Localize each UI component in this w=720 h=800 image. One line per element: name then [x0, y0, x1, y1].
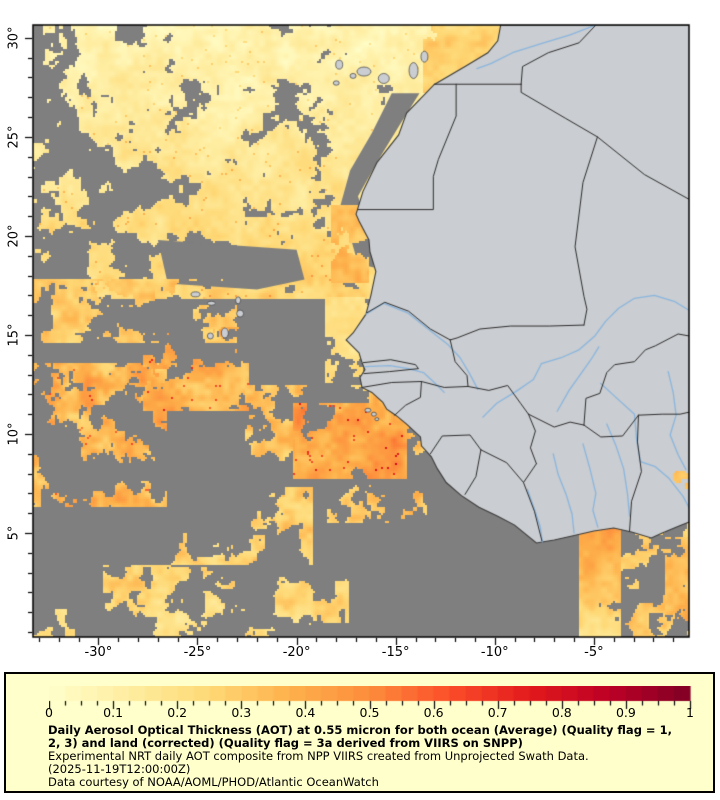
- colorbar-tick-label: 0.2: [167, 705, 188, 720]
- y-axis-tick-label: 15°: [6, 323, 22, 347]
- colorbar-tick-label: 0.4: [295, 705, 316, 720]
- y-axis-tick-label: 20°: [6, 224, 22, 248]
- aot-map-canvas: [0, 0, 720, 664]
- x-axis-tick-label: -25°: [183, 645, 212, 660]
- x-axis-tick-label: -5°: [584, 645, 604, 660]
- legend-panel: 0 0.1 0.2 0.3 0.4 0.5 0.6 0.7 0.8 0.9 1 Daily Aero…: [4, 672, 715, 793]
- colorbar-tick-label: 0.5: [359, 705, 380, 720]
- caption-title-line1: Daily Aerosol Optical Thickness (AOT) at…: [48, 723, 672, 737]
- y-axis-tick-label: 10°: [6, 422, 22, 446]
- map-figure: -30° -25° -20° -15° -10° -5° 30° 25° 20° 15° 10° 5…: [0, 0, 720, 664]
- y-axis-tick-label: 25°: [6, 125, 22, 149]
- y-axis-tick-label: 30°: [6, 26, 22, 50]
- colorbar-tick-label: 0.1: [103, 705, 124, 720]
- x-axis-tick-label: -20°: [282, 645, 311, 660]
- colorbar-tick-label: 1: [686, 705, 694, 720]
- caption-credit: Data courtesy of NOAA/AOML/PHOD/Atlantic…: [48, 774, 379, 789]
- colorbar-tick-label: 0.7: [487, 705, 508, 720]
- colorbar-tick-label: 0.9: [615, 705, 636, 720]
- caption-timestamp: (2025-11-19T12:00:00Z): [48, 761, 191, 776]
- colorbar: [49, 686, 693, 710]
- caption: Daily Aerosol Optical Thickness (AOT) at…: [48, 724, 672, 789]
- x-axis-tick-label: -10°: [480, 645, 509, 660]
- y-axis-tick-label: 5°: [6, 525, 22, 541]
- caption-subtitle: Experimental NRT daily AOT composite fro…: [48, 748, 589, 763]
- x-axis-tick-label: -15°: [381, 645, 410, 660]
- colorbar-tick-label: 0: [45, 705, 53, 720]
- x-axis-tick-label: -30°: [84, 645, 113, 660]
- colorbar-tick-label: 0.8: [551, 705, 572, 720]
- caption-title-line2: 2, 3) and land (corrected) (Quality flag…: [48, 735, 523, 750]
- colorbar-tick-label: 0.6: [423, 705, 444, 720]
- colorbar-tick-label: 0.3: [231, 705, 252, 720]
